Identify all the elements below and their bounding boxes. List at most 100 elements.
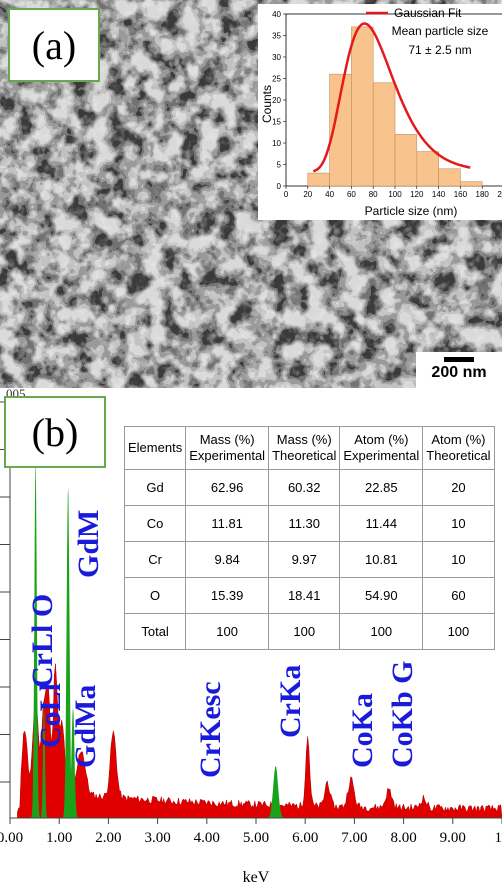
table-cell: 10: [422, 505, 495, 542]
panel-a-label: (a): [8, 8, 100, 82]
scale-bar-label: 200 nm: [431, 364, 487, 381]
table-cell: 11.81: [185, 505, 270, 542]
x-tick-label: 6.00: [292, 830, 318, 846]
x-tick-label: 1.00: [46, 830, 72, 846]
peak-label: GdM: [72, 510, 105, 578]
x-tick-label: 4.00: [194, 830, 220, 846]
y-tick-label: 20: [272, 96, 281, 105]
table-header: Atom (%) Theoretical: [422, 426, 495, 470]
x-tick-label: 10: [495, 830, 502, 846]
table-row: Co 11.81 11.30 11.44 10: [123, 505, 495, 542]
legend-label: Gaussian Fit: [394, 6, 462, 20]
histogram-bar: [460, 181, 483, 187]
x-tick-label: 100: [388, 190, 402, 199]
panel-b-label: (b): [4, 396, 106, 468]
table-header: Elements: [123, 426, 187, 470]
histogram-bar: [438, 168, 461, 187]
histogram-ticks: 0 20 40 60 80 100 120 140 160 180 200 0 5 10 15 20 25 30 3…: [272, 10, 502, 199]
composition-table: Elements Mass (%) Experimental Mass (%) Th…: [123, 426, 495, 650]
x-axis-label: keV: [243, 869, 270, 886]
x-tick-label: 180: [476, 190, 490, 199]
table-header-row: Elements Mass (%) Experimental Mass (%) Th…: [123, 426, 495, 470]
green-peak: [40, 703, 48, 818]
peak-label: CoKa: [346, 693, 379, 768]
table-cell: Cr: [123, 541, 187, 578]
scale-bar-line: [444, 357, 474, 362]
table-cell: Gd: [123, 469, 187, 506]
table-cell: 15.39: [185, 577, 270, 614]
table-row: Gd 62.96 60.32 22.85 20: [123, 469, 495, 506]
table-cell: 100: [185, 613, 270, 650]
table-cell: 54.90: [339, 577, 424, 614]
table-cell: 10.81: [339, 541, 424, 578]
x-tick-label: 80: [369, 190, 378, 199]
y-tick-label: 0: [277, 182, 282, 191]
histogram-bar: [394, 134, 418, 187]
sem-panel: (a) 0 20 40 60 80 100 120 140 160 180 200 0 5 10 15 20 2…: [0, 0, 502, 388]
peak-label: CrLl O: [26, 594, 59, 688]
histogram-xlabel: Particle size (nm): [365, 204, 458, 218]
x-tick-label: 0.00: [0, 830, 23, 846]
table-header: Mass (%) Theoretical: [268, 426, 341, 470]
table-cell: 11.30: [268, 505, 341, 542]
histogram-bar: [372, 82, 396, 187]
table-cell: O: [123, 577, 187, 614]
table-cell: 22.85: [339, 469, 424, 506]
table-cell: 100: [422, 613, 495, 650]
table-row: Total 100 100 100 100: [123, 613, 495, 650]
x-tick-label: 140: [432, 190, 446, 199]
y-tick-label: 10: [272, 139, 281, 148]
y-tick-label: 35: [272, 32, 281, 41]
x-tick-label: 20: [303, 190, 312, 199]
table-header: Mass (%) Experimental: [185, 426, 270, 470]
x-tick-label: 0: [284, 190, 289, 199]
table-cell: Co: [123, 505, 187, 542]
x-tick-label: 200: [497, 190, 502, 199]
table-row: Cr 9.84 9.97 10.81 10: [123, 541, 495, 578]
x-tick-label: 60: [347, 190, 356, 199]
peak-label: CrKa: [274, 665, 307, 738]
green-peak: [265, 766, 286, 818]
histogram-ylabel: Counts: [260, 85, 274, 123]
y-tick-label: 5: [277, 161, 282, 170]
y-tick-label: 25: [272, 75, 281, 84]
table-cell: 100: [339, 613, 424, 650]
y-tick-label: 30: [272, 53, 281, 62]
x-tick-label: 160: [454, 190, 468, 199]
table-cell: 60: [422, 577, 495, 614]
table-cell: 9.97: [268, 541, 341, 578]
x-tick-label: 40: [325, 190, 334, 199]
x-tick-label: 120: [410, 190, 424, 199]
peak-label: GdMa: [69, 685, 102, 768]
eds-panel: 005 0.00 1.00 2.00 3.00 4.00 5.00 6.00 7.00 8.00…: [0, 388, 502, 893]
green-peak: [62, 488, 74, 818]
table-cell: 11.44: [339, 505, 424, 542]
mean-size-value: 71 ± 2.5 nm: [408, 43, 471, 57]
x-tick-label: 9.00: [440, 830, 466, 846]
green-peak: [67, 708, 79, 818]
table-cell: 9.84: [185, 541, 270, 578]
x-tick-label: 2.00: [95, 830, 121, 846]
x-tick-label: 8.00: [390, 830, 416, 846]
x-tick-label: 7.00: [341, 830, 367, 846]
table-cell: 62.96: [185, 469, 270, 506]
peak-label: CoLl: [34, 683, 67, 748]
table-cell: 20: [422, 469, 495, 506]
table-header: Atom (%) Experimental: [339, 426, 424, 470]
x-tick-label: 5.00: [243, 830, 269, 846]
table-cell: 60.32: [268, 469, 341, 506]
mean-size-annotation: Mean particle size: [392, 24, 489, 38]
table-cell: 10: [422, 541, 495, 578]
y-tick-label: 40: [272, 10, 281, 19]
table-row: O 15.39 18.41 54.90 60: [123, 577, 495, 614]
histogram-bar: [307, 172, 330, 187]
peak-label: CrKesc: [194, 681, 227, 778]
x-axis-ticks: 0.00 1.00 2.00 3.00 4.00 5.00 6.00 7.00 8.00 9.00…: [0, 818, 502, 846]
table-cell: 18.41: [268, 577, 341, 614]
particle-size-histogram: 0 20 40 60 80 100 120 140 160 180 200 0 5 10 15 20 25 30 3…: [258, 4, 502, 220]
spectrum-green-peaks: [30, 463, 286, 818]
histogram-bar: [351, 26, 374, 187]
histogram-bar: [416, 151, 439, 187]
scale-bar: 200 nm: [416, 352, 502, 388]
y-tick-label: 15: [272, 118, 281, 127]
